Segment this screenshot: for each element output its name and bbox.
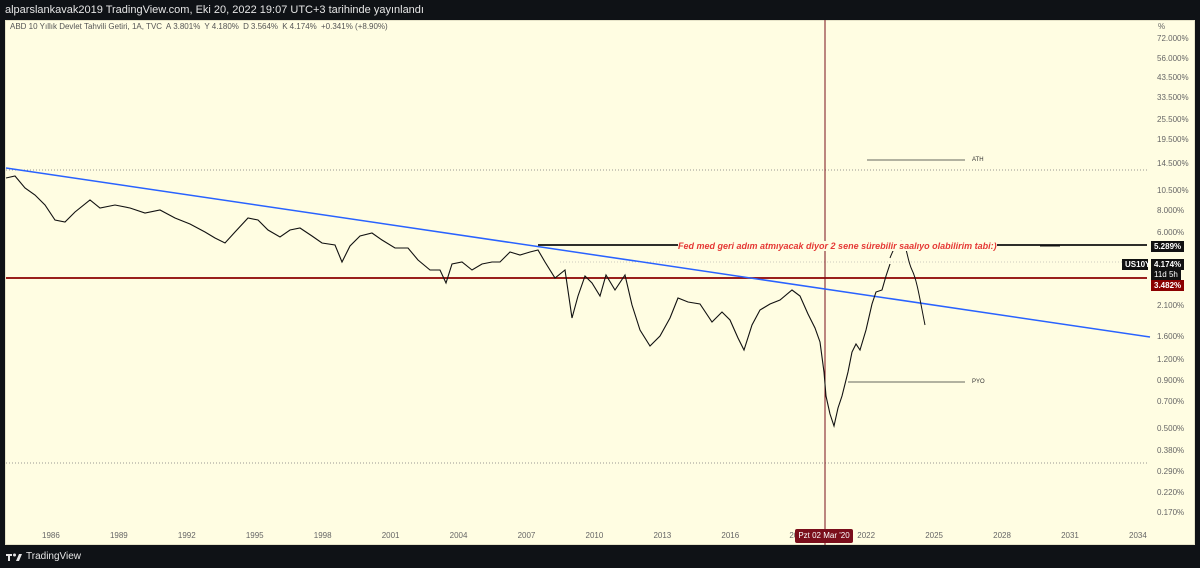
legend-high-value: 4.180%: [211, 22, 239, 31]
main-annotation[interactable]: Fed med geri adım atmıyacak diyor 2 sene…: [678, 241, 997, 251]
pyo-label: PYO: [972, 379, 985, 385]
legend-open-value: 3.801%: [173, 22, 201, 31]
y-axis-tick: 0.380%: [1157, 446, 1185, 455]
x-axis-tick: 2016: [721, 531, 740, 540]
y-axis-tick: 33.500%: [1157, 93, 1189, 102]
chart-frame[interactable]: [5, 20, 1195, 545]
brand-name: TradingView: [26, 551, 82, 562]
publisher-line: alparslankavak2019 TradingView.com, Eki …: [5, 4, 424, 16]
tradingview-logo[interactable]: TradingView: [6, 551, 81, 562]
price-tag-support: 3.482%: [1151, 280, 1185, 291]
price-tag-symbol: US10Y: [1122, 259, 1150, 270]
x-axis-tick: 1986: [42, 531, 60, 540]
y-axis-tick: 8.000%: [1157, 206, 1185, 215]
x-axis-tick: 2034: [1129, 531, 1147, 540]
legend-title: ABD 10 Yıllık Devlet Tahvili Getiri, 1A,…: [10, 22, 163, 31]
y-axis-tick: 1.600%: [1157, 332, 1185, 341]
legend-close-value: 4.174%: [289, 22, 317, 31]
y-axis-tick: 10.500%: [1157, 186, 1189, 195]
x-axis-tick: 1998: [313, 531, 332, 540]
y-axis-tick: 0.170%: [1157, 508, 1185, 517]
footer-bar: [0, 546, 1200, 568]
x-axis-tick: 2001: [381, 531, 400, 540]
y-axis-tick: 2.100%: [1157, 301, 1185, 310]
y-axis-tick: 19.500%: [1157, 135, 1189, 144]
y-axis-tick: 14.500%: [1157, 159, 1189, 168]
x-axis-tick: 2004: [449, 531, 468, 540]
x-axis-tick: 2007: [517, 531, 536, 540]
legend-low-label: D: [243, 22, 249, 31]
price-tag-countdown: 11d 5h: [1151, 269, 1181, 280]
long-term-trendline: [5, 167, 1151, 338]
y-axis-tick: 43.500%: [1157, 73, 1189, 82]
x-axis-tick: 2010: [585, 531, 604, 540]
price-tag-line-level: 5.289%: [1151, 241, 1185, 252]
x-axis-tick: 1989: [109, 531, 128, 540]
y-axis-tick: 25.500%: [1157, 115, 1189, 124]
y-axis-tick: 56.000%: [1157, 54, 1189, 63]
x-axis-tick: 2022: [857, 531, 876, 540]
legend-open-label: A: [165, 22, 172, 31]
yield-price-series: [5, 175, 891, 429]
y-axis-tick: 72.000%: [1157, 34, 1189, 43]
crosshair-date-label: Pzt 02 Mar '20: [795, 529, 853, 543]
x-axis-tick: 1992: [177, 531, 196, 540]
y-axis-tick: 0.290%: [1157, 467, 1185, 476]
legend-close-label: K: [282, 22, 288, 31]
y-axis-tick: 6.000%: [1157, 228, 1185, 237]
x-axis-tick: 2028: [993, 531, 1011, 540]
x-axis-tick: 2031: [1061, 531, 1079, 540]
projection-path: [889, 240, 926, 326]
x-axis-tick: 2025: [925, 531, 943, 540]
y-axis-unit: %: [1158, 22, 1166, 31]
symbol-legend: ABD 10 Yıllık Devlet Tahvili Getiri, 1A,…: [10, 22, 390, 31]
x-axis-tick: 1995: [245, 531, 264, 540]
y-axis-tick: 0.500%: [1157, 424, 1185, 433]
tradingview-icon: [6, 553, 22, 561]
x-axis-tick: 2013: [653, 531, 672, 540]
price-tag-current: 4.174%: [1151, 259, 1185, 270]
legend-low-value: 3.564%: [250, 22, 279, 31]
legend-change: +0.341% (+8.90%): [321, 22, 388, 31]
y-axis-tick: 0.900%: [1157, 376, 1185, 385]
legend-high-label: Y: [204, 22, 210, 31]
y-axis-tick: 0.700%: [1157, 397, 1185, 406]
y-axis-tick: 0.220%: [1157, 488, 1185, 497]
ath-label: ATH: [972, 157, 984, 163]
y-axis-tick: 1.200%: [1157, 355, 1185, 364]
